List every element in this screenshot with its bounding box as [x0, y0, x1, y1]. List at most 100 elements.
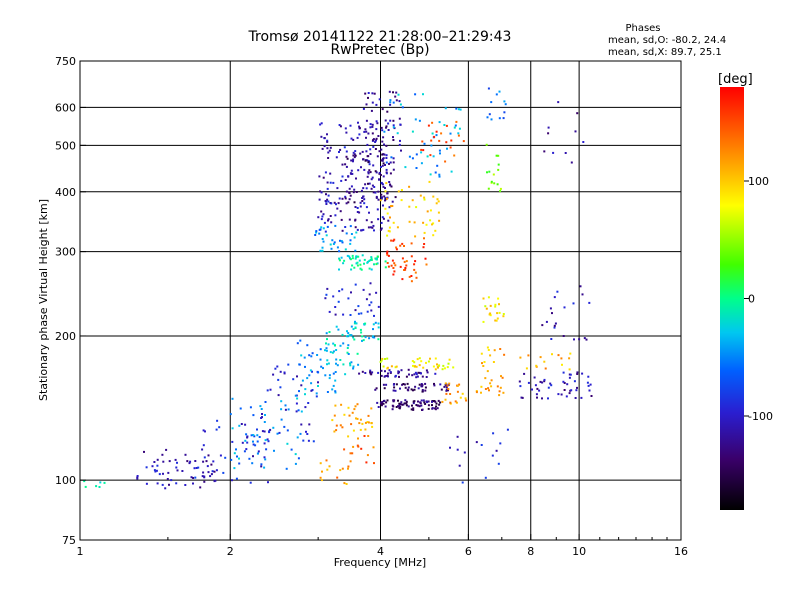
data-point — [588, 389, 591, 392]
data-point — [360, 229, 363, 232]
data-point — [351, 257, 354, 260]
data-point — [521, 396, 524, 399]
data-point — [260, 408, 263, 410]
data-point — [256, 434, 259, 437]
data-point — [568, 357, 571, 360]
data-point — [343, 146, 346, 149]
data-point — [423, 196, 426, 199]
chart-subtitle: RwPretec (Bp) — [330, 42, 429, 58]
x-tick-label: 4 — [377, 545, 384, 558]
data-point — [488, 170, 491, 173]
data-point — [250, 434, 253, 437]
data-point — [349, 362, 351, 365]
data-point — [352, 160, 354, 163]
data-point — [193, 467, 196, 470]
data-point — [349, 242, 352, 245]
data-point — [447, 362, 450, 365]
data-point — [333, 344, 336, 347]
data-point — [353, 156, 356, 159]
data-point — [98, 486, 101, 488]
data-point — [245, 433, 248, 436]
data-point — [332, 372, 335, 375]
data-point — [417, 404, 420, 407]
data-point — [495, 154, 498, 157]
data-point — [322, 240, 325, 243]
data-point — [585, 338, 588, 341]
data-point — [490, 180, 493, 183]
data-point — [298, 390, 300, 393]
data-point — [415, 404, 418, 406]
data-point — [392, 221, 395, 224]
data-point — [435, 405, 438, 408]
data-point — [495, 449, 498, 452]
data-point — [332, 342, 335, 345]
data-point — [486, 370, 489, 373]
data-point — [384, 358, 386, 360]
data-point — [350, 169, 353, 172]
data-point — [168, 460, 171, 463]
data-point — [294, 394, 297, 397]
data-point — [370, 259, 373, 261]
data-point — [385, 126, 387, 129]
data-point — [370, 268, 373, 271]
data-point — [418, 364, 421, 367]
data-point — [382, 162, 385, 165]
data-point — [456, 448, 459, 451]
data-point — [454, 124, 457, 127]
data-point — [364, 128, 367, 131]
data-point — [480, 385, 483, 388]
data-point — [367, 226, 370, 229]
data-point — [359, 201, 362, 204]
data-point — [335, 203, 337, 206]
data-point — [205, 460, 208, 463]
data-point — [222, 471, 225, 474]
data-point — [399, 387, 401, 390]
data-point — [367, 171, 370, 174]
data-point — [490, 379, 493, 382]
data-point — [323, 137, 326, 140]
data-point — [427, 404, 430, 407]
data-point — [445, 141, 448, 144]
data-point — [317, 216, 320, 219]
data-point — [538, 389, 541, 392]
data-point — [202, 460, 205, 463]
data-point — [581, 372, 584, 375]
data-point — [387, 265, 390, 268]
data-point — [382, 383, 385, 386]
data-point — [366, 454, 369, 457]
data-point — [360, 312, 363, 315]
data-point — [391, 404, 394, 407]
data-point — [389, 172, 392, 175]
data-point — [322, 176, 325, 179]
data-point — [421, 390, 424, 393]
data-point — [325, 234, 328, 237]
data-point — [485, 307, 488, 310]
data-point — [394, 389, 397, 392]
data-point — [417, 387, 420, 390]
data-point — [336, 364, 339, 367]
data-point — [341, 241, 344, 244]
data-point — [379, 228, 382, 231]
data-point — [560, 357, 563, 360]
data-point — [329, 215, 332, 217]
data-point — [357, 255, 360, 258]
data-point — [162, 460, 165, 463]
data-point — [371, 132, 374, 135]
data-point — [356, 403, 359, 406]
data-point — [346, 330, 348, 333]
data-point — [389, 99, 392, 102]
data-point — [389, 103, 392, 106]
data-point — [484, 388, 487, 390]
data-point — [364, 336, 367, 339]
data-point — [385, 144, 388, 147]
data-point — [375, 128, 378, 131]
data-point — [347, 335, 350, 338]
data-point — [233, 452, 236, 455]
data-point — [362, 107, 365, 110]
data-point — [375, 263, 378, 266]
data-point — [328, 331, 331, 333]
data-point — [352, 158, 355, 161]
data-point — [352, 154, 355, 157]
data-point — [488, 313, 491, 316]
